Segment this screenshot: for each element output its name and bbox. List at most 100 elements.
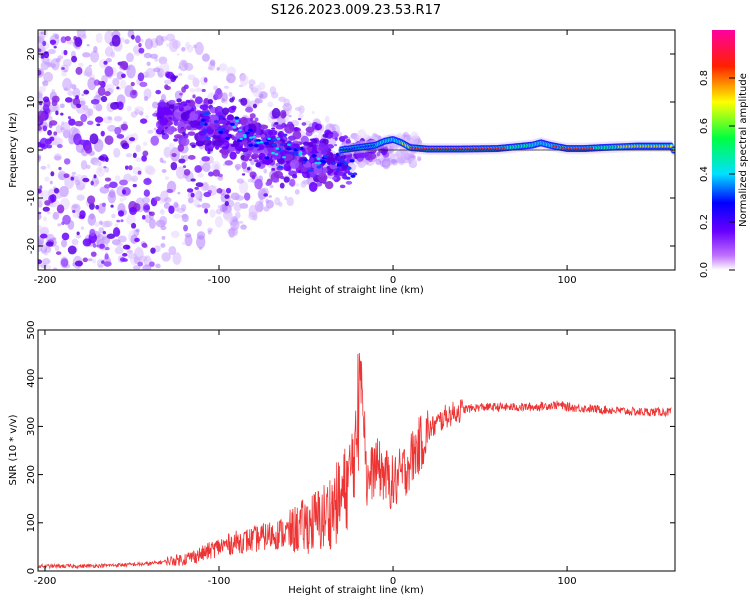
- heatmap-cell: [86, 120, 94, 126]
- heatmap-cell: [268, 195, 272, 198]
- heatmap-cell: [95, 116, 104, 123]
- heatmap-cell: [74, 260, 83, 267]
- heatmap-cell: [263, 206, 270, 212]
- heatmap-cell: [265, 199, 274, 209]
- heatmap-cell: [176, 53, 180, 56]
- heatmap-cell: [61, 121, 65, 126]
- heatmap-cell: [47, 129, 52, 136]
- colorbar-tick-label: 0.2: [699, 214, 710, 230]
- heatmap-cell: [243, 135, 247, 139]
- heatmap-cell: [104, 91, 111, 97]
- heatmap-cell: [199, 104, 209, 110]
- heatmap-cell: [258, 152, 266, 161]
- heatmap-cell: [120, 79, 127, 89]
- heatmap-cell: [143, 189, 151, 197]
- heatmap-cell: [326, 137, 337, 146]
- snr-y-tick-label: 400: [26, 369, 37, 388]
- snr-x-tick-label: -200: [34, 576, 57, 587]
- heatmap-cell: [177, 144, 185, 152]
- heatmap-cell: [110, 101, 119, 110]
- heatmap-cell: [180, 155, 185, 159]
- heatmap-cell: [250, 153, 260, 159]
- heatmap-cell: [172, 252, 182, 265]
- heatmap-cell: [248, 79, 256, 86]
- snr-frame: [37, 329, 676, 572]
- heatmap-cell: [149, 261, 155, 267]
- heatmap-cell: [199, 122, 205, 126]
- heatmap-cell: [181, 46, 186, 52]
- heatmap-cell: [114, 246, 124, 255]
- heatmap-cell: [229, 122, 235, 126]
- heatmap-cell: [50, 58, 60, 71]
- heatmap-cell: [254, 159, 259, 163]
- heatmap-cell: [275, 147, 280, 150]
- heatmap-cell: [126, 105, 132, 112]
- heatmap-cell: [173, 138, 178, 142]
- heatmap-cell: [48, 116, 53, 121]
- heatmap-cell: [119, 257, 126, 262]
- heatmap-cell: [163, 146, 172, 158]
- heatmap-cell: [187, 74, 196, 81]
- heatmap-cell: [332, 132, 340, 137]
- heatmap-cell: [209, 59, 216, 67]
- heatmap-cell: [98, 243, 105, 249]
- heatmap-cell: [178, 105, 184, 112]
- heatmap-cell: [159, 101, 167, 108]
- heatmap-y-tick-label: -10: [26, 190, 37, 206]
- heatmap-cell: [240, 224, 247, 230]
- heatmap-cell: [43, 56, 50, 65]
- heatmap-cell: [317, 172, 328, 183]
- heatmap-cell: [249, 136, 253, 139]
- heatmap-cell: [119, 198, 125, 202]
- heatmap-cell: [192, 94, 196, 99]
- heatmap-cell: [38, 125, 42, 131]
- heatmap-cell: [145, 114, 149, 119]
- snr-x-tick-label: -100: [208, 576, 231, 587]
- heatmap-cell: [249, 113, 256, 119]
- heatmap-cell: [269, 86, 277, 95]
- heatmap-cell: [282, 103, 293, 112]
- heatmap-cell: [47, 48, 56, 55]
- heatmap-cell: [68, 118, 76, 126]
- heatmap-cell: [182, 131, 186, 136]
- heatmap-cell: [227, 106, 236, 114]
- heatmap-cell: [245, 106, 254, 113]
- heatmap-cell: [305, 126, 315, 133]
- heatmap-cell: [163, 109, 173, 116]
- heatmap-cell: [213, 85, 218, 91]
- heatmap-cell: [103, 166, 107, 169]
- heatmap-cell: [61, 232, 70, 241]
- heatmap-cell: [345, 180, 353, 185]
- heatmap-cell: [182, 165, 187, 169]
- heatmap-cell: [178, 72, 183, 76]
- heatmap-cell: [151, 101, 159, 109]
- heatmap-cell: [168, 205, 175, 214]
- heatmap-cell: [289, 178, 296, 187]
- heatmap-cell: [74, 36, 83, 47]
- heatmap-cell: [58, 166, 62, 171]
- heatmap-cell: [42, 104, 50, 112]
- heatmap-cell: [190, 192, 195, 198]
- heatmap-cell: [177, 191, 181, 195]
- heatmap-marks: [38, 30, 675, 270]
- heatmap-cell: [44, 200, 51, 206]
- heatmap-cell: [214, 215, 223, 228]
- heatmap-cell: [60, 258, 69, 267]
- heatmap-cell: [131, 34, 135, 40]
- heatmap-cell: [161, 235, 166, 240]
- heatmap-cell: [173, 134, 183, 139]
- heatmap-cell: [314, 134, 318, 139]
- heatmap-cell: [42, 258, 51, 265]
- heatmap-cell: [240, 147, 249, 152]
- heatmap-cell: [121, 142, 130, 150]
- heatmap-cell: [167, 203, 171, 207]
- heatmap-cell: [109, 181, 118, 189]
- heatmap-cell: [155, 35, 164, 46]
- heatmap-cell: [337, 157, 343, 161]
- heatmap-cell: [155, 263, 161, 269]
- heatmap-cell: [159, 209, 164, 214]
- heatmap-cell: [168, 142, 175, 150]
- heatmap-cell: [192, 120, 198, 124]
- heatmap-cell: [196, 219, 202, 227]
- heatmap-cell: [239, 203, 249, 209]
